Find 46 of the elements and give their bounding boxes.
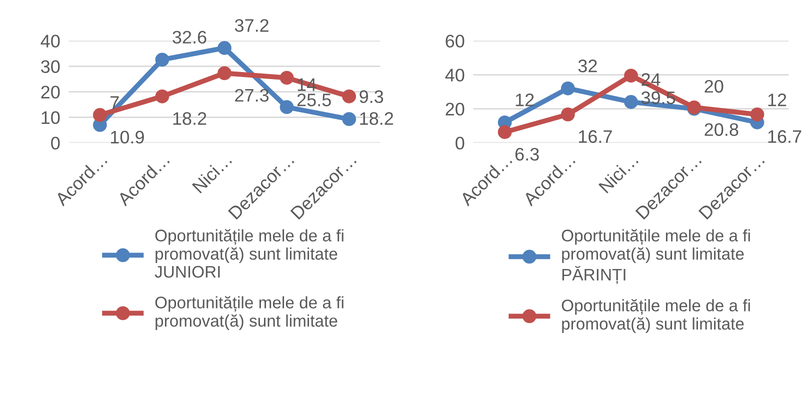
- point: [750, 107, 764, 122]
- data-label: 6.3: [515, 148, 539, 161]
- data-label: 32.6: [172, 30, 206, 44]
- data-label: 37.2: [234, 19, 268, 32]
- data-label: 20: [704, 80, 724, 93]
- y-tick-label: 60: [446, 34, 464, 48]
- point: [342, 112, 356, 126]
- y-tick-label: 40: [445, 68, 464, 82]
- point: [342, 89, 356, 104]
- y-tick-label: 0: [51, 136, 60, 150]
- legend-label: Oportunitățile mele de a fi promovat(ă) sunt limitate: [155, 296, 344, 330]
- point: [280, 70, 294, 85]
- point: [92, 108, 107, 122]
- point: [155, 89, 170, 104]
- data-label: 12: [768, 94, 786, 106]
- point: [498, 125, 512, 140]
- y-tick-label: 40: [40, 34, 60, 48]
- data-label: 18.2: [173, 112, 206, 125]
- data-label: 12: [516, 94, 534, 106]
- legend-label: Oportunitățile mele de a fi promovat(ă) sunt limitate PĂRINȚI: [562, 229, 750, 284]
- data-label: 32: [578, 60, 597, 72]
- legend-label: Oportunitățile mele de a fi promovat(ă) sunt limitate: [562, 298, 750, 333]
- point: [624, 68, 638, 83]
- data-label: 10.9: [111, 130, 144, 144]
- data-label: 7: [110, 96, 119, 109]
- data-label: 20.8: [704, 123, 738, 136]
- point: [560, 81, 575, 96]
- data-label: 16.7: [579, 130, 612, 143]
- y-tick-label: 20: [41, 86, 60, 99]
- data-label: 18.2: [360, 112, 394, 125]
- data-label: 9.3: [360, 90, 384, 104]
- point: [155, 52, 170, 67]
- y-tick-label: 20: [446, 102, 464, 116]
- data-label: 27.3: [235, 88, 269, 102]
- point: [624, 95, 638, 109]
- data-label: 16.7: [768, 130, 802, 143]
- point: [218, 66, 232, 80]
- y-tick-label: 10: [42, 111, 60, 124]
- point: [280, 100, 294, 114]
- legend-label: Oportunitățile mele de a fi promovat(ă) sunt limitate JUNIORI: [154, 229, 344, 278]
- point: [218, 40, 232, 55]
- point: [560, 107, 575, 122]
- y-tick-label: 0: [456, 136, 464, 150]
- data-label: 24: [642, 73, 660, 86]
- data-label: 25.5: [297, 94, 331, 106]
- y-tick-label: 30: [41, 60, 60, 74]
